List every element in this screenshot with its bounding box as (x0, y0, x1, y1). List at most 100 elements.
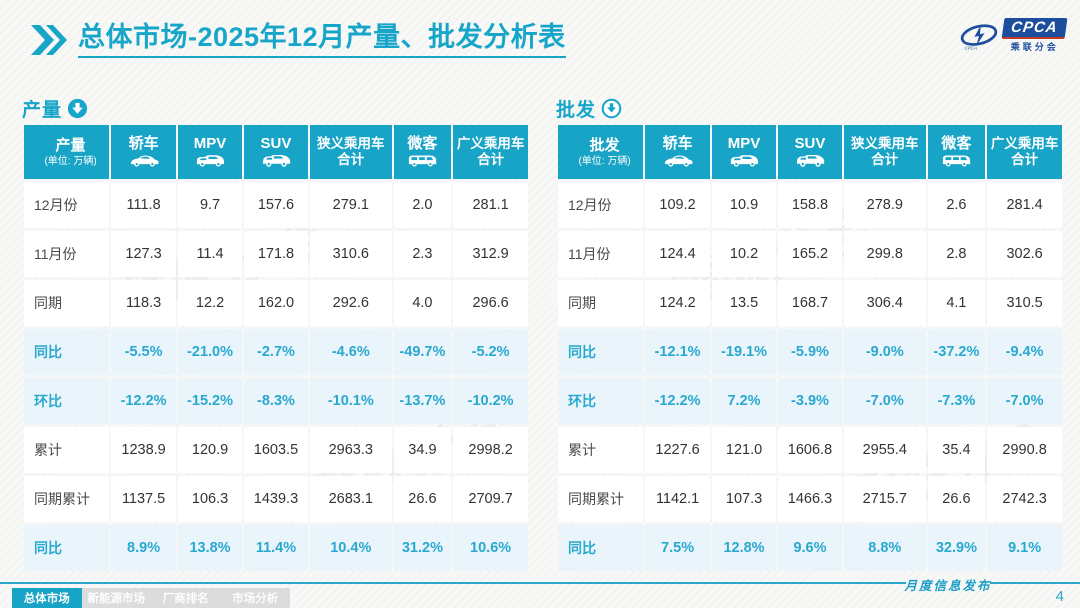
cell-value: -7.0% (987, 378, 1062, 424)
cell-value: -3.9% (778, 378, 842, 424)
table-corner-header: 批发 (单位: 万辆) (558, 125, 644, 179)
column-header: 轿车 (111, 125, 177, 179)
tab-manufacturer-ranking[interactable]: 厂商排名 (162, 593, 209, 605)
row-label: 12月份 (558, 182, 644, 228)
table-row: 12月份 111.8 9.7 157.6 279.1 2.0 281.1 (24, 182, 528, 228)
column-header: MPV (712, 125, 776, 179)
cpca-logo: CPCA CPCA 乘联分会 (959, 18, 1068, 53)
column-header-label: 微客 (941, 134, 972, 152)
table-corner-header: 产量 (单位: 万辆) (24, 125, 110, 179)
cell-value: -10.2% (453, 378, 528, 424)
column-header: 狭义乘用车 合计 (309, 125, 392, 179)
table-row: 累计 1238.9 120.9 1603.5 2963.3 34.9 2998.2 (24, 427, 528, 473)
cell-value: -5.2% (453, 329, 528, 375)
column-header-label: MPV (193, 134, 227, 152)
cell-value: 26.6 (393, 476, 452, 522)
column-header: MPV (178, 125, 242, 179)
cell-value: 7.5% (645, 525, 711, 571)
footer-label: 月度信息发布 (904, 579, 992, 593)
cell-value: -12.1% (645, 329, 711, 375)
cell-value: 12.2 (178, 280, 242, 326)
cell-value: 278.9 (843, 182, 926, 228)
row-label: 12月份 (24, 182, 110, 228)
tab-market-analysis[interactable]: 市场分析 (232, 593, 279, 605)
table-corner-title: 批发 (589, 136, 620, 154)
download-circle-outline-icon (601, 98, 622, 118)
microvan-icon (406, 153, 438, 168)
cell-value: 162.0 (244, 280, 308, 326)
cell-value: 2963.3 (309, 427, 392, 473)
tables-row: 产量 产量 (单位: 万辆) 轿车 MPV SUV 狭义乘用车 合计 微客 广义乘用车 合计 1… (22, 96, 1064, 574)
svg-text:CPCA: CPCA (965, 45, 978, 50)
row-label: 同期 (24, 280, 110, 326)
cell-value: 2715.7 (843, 476, 926, 522)
table-row: 环比 -12.2% 7.2% -3.9% -7.0% -7.3% -7.0% (558, 378, 1062, 424)
cell-value: 13.5 (712, 280, 776, 326)
cell-value: 1606.8 (778, 427, 842, 473)
row-label: 同期 (558, 280, 644, 326)
cpca-swoosh-icon: CPCA (961, 23, 998, 50)
production-section-header: 产量 (22, 96, 530, 121)
row-label: 同比 (24, 525, 110, 571)
cell-value: 4.0 (393, 280, 452, 326)
cell-value: 306.4 (843, 280, 926, 326)
cell-value: -13.7% (393, 378, 452, 424)
cell-value: 165.2 (778, 231, 842, 277)
cell-value: 107.3 (712, 476, 776, 522)
tab-nev-market[interactable]: 新能源市场 (87, 593, 146, 605)
row-label: 累计 (24, 427, 110, 473)
cell-value: -10.1% (309, 378, 392, 424)
cell-value: 292.6 (309, 280, 392, 326)
cell-value: 9.7 (178, 182, 242, 228)
table-row: 同期累计 1137.5 106.3 1439.3 2683.1 26.6 2709.7 (24, 476, 528, 522)
cell-value: 9.1% (987, 525, 1062, 571)
row-label: 同比 (24, 329, 110, 375)
cell-value: 2990.8 (987, 427, 1062, 473)
table-row: 同期 118.3 12.2 162.0 292.6 4.0 296.6 (24, 280, 528, 326)
column-header: SUV (778, 125, 842, 179)
cell-value: 8.8% (843, 525, 926, 571)
table-unit-label: (单位: 万辆) (44, 155, 97, 167)
row-label: 同比 (558, 525, 644, 571)
cell-value: 302.6 (987, 231, 1062, 277)
table-row: 累计 1227.6 121.0 1606.8 2955.4 35.4 2990.8 (558, 427, 1062, 473)
table-row: 环比 -12.2% -15.2% -8.3% -10.1% -13.7% -10.2% (24, 378, 528, 424)
cell-value: -15.2% (178, 378, 242, 424)
table-unit-label: (单位: 万辆) (578, 155, 631, 167)
page-number: 4 (1055, 588, 1064, 605)
cell-value: 1466.3 (778, 476, 842, 522)
cell-value: 13.8% (178, 525, 242, 571)
cell-value: -12.2% (645, 378, 711, 424)
production-table: 产量 (单位: 万辆) 轿车 MPV SUV 狭义乘用车 合计 微客 广义乘用车 合计 12月份… (22, 122, 530, 574)
cell-value: -37.2% (927, 329, 986, 375)
column-header-label: 轿车 (128, 134, 159, 152)
cell-value: -12.2% (111, 378, 177, 424)
cell-value: 12.8% (712, 525, 776, 571)
cell-value: 8.9% (111, 525, 177, 571)
table-row: 同期 124.2 13.5 168.7 306.4 4.1 310.5 (558, 280, 1062, 326)
cell-value: 106.3 (178, 476, 242, 522)
sedan-icon (662, 153, 694, 168)
row-label: 环比 (24, 378, 110, 424)
cell-value: 310.5 (987, 280, 1062, 326)
production-section-label: 产量 (22, 99, 63, 121)
cell-value: -5.5% (111, 329, 177, 375)
footer-rule-right (990, 582, 1080, 584)
cell-value: 158.8 (778, 182, 842, 228)
cpca-logo-wordmark: CPCA (1002, 18, 1068, 39)
cell-value: 9.6% (778, 525, 842, 571)
cell-value: -7.3% (927, 378, 986, 424)
cell-value: 2.6 (927, 182, 986, 228)
cell-value: -5.9% (778, 329, 842, 375)
cell-value: 279.1 (309, 182, 392, 228)
cell-value: 11.4 (178, 231, 242, 277)
column-header: 微客 (927, 125, 986, 179)
row-label: 累计 (558, 427, 644, 473)
row-label: 同期累计 (24, 476, 110, 522)
header-row: 批发 (单位: 万辆) 轿车 MPV SUV 狭义乘用车 合计 微客 广义乘用车 合计 (558, 125, 1062, 179)
column-header-label: 广义乘用车 合计 (456, 135, 525, 167)
cell-value: 281.4 (987, 182, 1062, 228)
tab-overall-market[interactable]: 总体市场 (12, 588, 82, 608)
cell-value: -2.7% (244, 329, 308, 375)
cell-value: -7.0% (843, 378, 926, 424)
